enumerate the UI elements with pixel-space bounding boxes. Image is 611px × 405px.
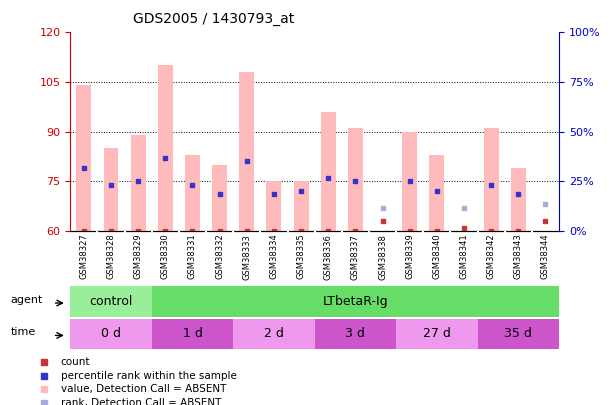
Text: agent: agent [10,295,43,305]
Text: 27 d: 27 d [423,327,451,341]
Bar [266,181,282,231]
Text: control: control [89,295,133,308]
Bar [430,155,444,231]
Text: rank, Detection Call = ABSENT: rank, Detection Call = ABSENT [61,398,221,405]
Text: 3 d: 3 d [345,327,365,341]
Bar [131,135,145,231]
Bar [402,132,417,231]
Bar [484,128,499,231]
Bar [396,319,478,349]
Bar [233,319,315,349]
Text: percentile rank within the sample: percentile rank within the sample [61,371,236,381]
Bar [240,72,254,231]
Bar [158,66,173,231]
Bar [103,148,119,231]
Bar [294,181,309,231]
Text: count: count [61,357,90,367]
Bar [152,319,233,349]
Text: time: time [10,327,36,337]
Text: 2 d: 2 d [264,327,284,341]
Text: 1 d: 1 d [183,327,202,341]
Text: 0 d: 0 d [101,327,121,341]
Bar [76,85,91,231]
Bar [315,319,396,349]
Text: 35 d: 35 d [505,327,532,341]
Bar [185,155,200,231]
Bar [478,319,559,349]
Text: GDS2005 / 1430793_at: GDS2005 / 1430793_at [133,12,295,26]
Bar [348,128,363,231]
Bar [70,319,152,349]
Text: value, Detection Call = ABSENT: value, Detection Call = ABSENT [61,384,226,394]
Bar [321,112,335,231]
Text: LTbetaR-Ig: LTbetaR-Ig [323,295,388,308]
Bar [212,165,227,231]
Bar [511,168,526,231]
Bar [152,286,559,317]
Bar [70,286,152,317]
